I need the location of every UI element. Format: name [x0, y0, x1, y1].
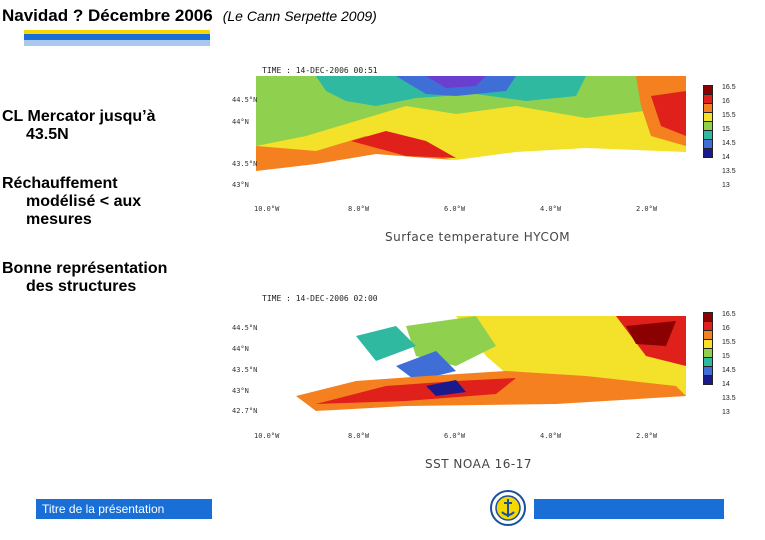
bottom-map-east-darkred	[626, 321, 676, 346]
bottom-lon-tick: 6.0°W	[444, 432, 466, 440]
bottom-colorbar	[703, 312, 713, 385]
bullet-line: Bonne représentation	[2, 260, 168, 277]
bullet-rechauffement: Réchauffement modélisé < aux mesures	[2, 175, 141, 229]
bottom-lon-tick: 2.0°W	[636, 432, 658, 440]
footer-bar: Titre de la présentation	[36, 499, 212, 519]
footer-label: Titre de la présentation	[42, 502, 165, 516]
top-map-east-red	[651, 91, 686, 136]
cb-label: 13	[722, 182, 730, 189]
cb-label: 13	[722, 409, 730, 416]
bottom-lat-tick: 42.7°N	[232, 407, 258, 415]
bullet-line: mesures	[26, 211, 92, 228]
top-map-purple	[426, 76, 486, 88]
bullet-representation: Bonne représentation des structures	[2, 260, 167, 296]
top-map-time: TIME : 14-DEC-2006 00:51	[262, 66, 378, 75]
cb-label: 15.5	[722, 339, 736, 346]
band-light-blue	[24, 40, 210, 46]
bottom-lat-tick: 43°N	[232, 387, 249, 395]
bullet-line: Réchauffement	[2, 175, 118, 192]
top-lat-tick: 43.5°N	[232, 160, 258, 168]
bottom-map-time: TIME : 14-DEC-2006 02:00	[262, 294, 378, 303]
top-lon-tick: 6.0°W	[444, 205, 466, 213]
bullet-line: CL Mercator jusqu’à	[2, 108, 156, 125]
top-colorbar	[703, 85, 713, 158]
cb-label: 15	[722, 353, 730, 360]
title-text: Navidad ? Décembre 2006	[2, 6, 213, 25]
bullet-mercator: CL Mercator jusqu’à 43.5N	[2, 108, 156, 144]
top-lon-tick: 8.0°W	[348, 205, 370, 213]
top-map-land	[256, 148, 686, 196]
cb-label: 14	[722, 381, 730, 388]
cb-label: 13.5	[722, 395, 736, 402]
cb-label: 14.5	[722, 367, 736, 374]
bottom-lat-tick: 43.5°N	[232, 366, 258, 374]
bottom-map	[256, 316, 686, 426]
bottom-map-caption: SST NOAA 16-17	[425, 457, 533, 471]
footer-bar-right	[534, 499, 724, 519]
bottom-lon-tick: 4.0°W	[540, 432, 562, 440]
top-lon-tick: 2.0°W	[636, 205, 658, 213]
cb-label: 16	[722, 98, 730, 105]
cb-label: 13.5	[722, 168, 736, 175]
band-blue	[24, 34, 210, 40]
top-lat-tick: 44.5°N	[232, 96, 258, 104]
subtitle-text: (Le Cann Serpette 2009)	[222, 8, 377, 24]
bullet-line: modélisé < aux	[26, 193, 142, 210]
top-map-red-coast	[351, 131, 456, 158]
bottom-map-navy	[426, 380, 466, 396]
top-lat-tick: 44°N	[232, 118, 249, 126]
top-lon-tick: 10.0°W	[254, 205, 280, 213]
bottom-map-green	[406, 316, 496, 366]
bottom-lat-tick: 44°N	[232, 345, 249, 353]
bullet-line: des structures	[26, 278, 137, 295]
bullet-line: 43.5N	[26, 126, 69, 143]
cb-label: 16.5	[722, 311, 736, 318]
bottom-lat-tick: 44.5°N	[232, 324, 258, 332]
cb-label: 16	[722, 325, 730, 332]
bottom-lon-tick: 8.0°W	[348, 432, 370, 440]
colorbar-swatch	[703, 375, 713, 385]
title-color-band	[24, 30, 210, 46]
bottom-map-blue	[396, 351, 456, 381]
colorbar-swatch	[703, 148, 713, 158]
cb-label: 15	[722, 126, 730, 133]
top-map-caption: Surface temperature HYCOM	[385, 230, 571, 244]
cb-label: 16.5	[722, 84, 736, 91]
bottom-map-red-coast	[316, 378, 516, 404]
cb-label: 14	[722, 154, 730, 161]
institution-logo-icon	[490, 490, 526, 526]
top-map	[256, 76, 686, 196]
cb-label: 15.5	[722, 112, 736, 119]
bottom-map-land	[256, 401, 686, 426]
cb-label: 14.5	[722, 140, 736, 147]
slide-title: Navidad ? Décembre 2006 (Le Cann Serpette…	[2, 6, 377, 26]
bottom-map-teal	[356, 326, 416, 361]
bottom-lon-tick: 10.0°W	[254, 432, 280, 440]
top-lat-tick: 43°N	[232, 181, 249, 189]
band-yellow	[24, 30, 210, 34]
top-lon-tick: 4.0°W	[540, 205, 562, 213]
